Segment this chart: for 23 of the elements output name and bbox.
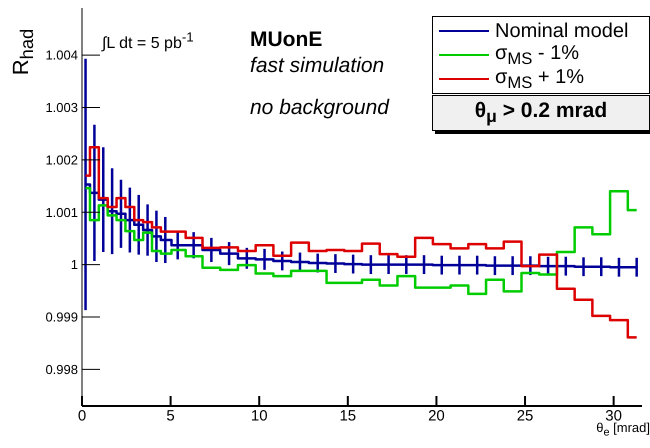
y-tick-label: 1.002: [45, 152, 78, 168]
annotation: MUonE: [250, 28, 322, 51]
y-tick-label: 1.004: [45, 48, 78, 63]
y-tick-label: 0.999: [45, 310, 78, 325]
y-tick-label: 0.998: [45, 362, 78, 377]
y-tick-label: 1.003: [45, 100, 78, 116]
annotation: fast simulation: [250, 54, 384, 77]
y-tick-label: 1: [70, 257, 78, 272]
legend-label: Nominal model: [495, 20, 628, 42]
legend-label: σ$_{MS}$ + 1%: [495, 66, 584, 92]
x-tick-label: 0: [78, 408, 86, 425]
x-tick-label: 10: [250, 408, 268, 425]
annotation: ∫L dt = 5 pb$^{-1}$: [102, 30, 194, 52]
annotation: θ$_{μ}$ > 0.2 mrad: [474, 98, 608, 128]
x-tick-label: 20: [428, 408, 445, 425]
x-tick-label: 15: [339, 408, 356, 425]
caption-box: θ$_{μ}$ > 0.2 mrad: [432, 95, 650, 131]
x-tick-label: 5: [166, 408, 175, 425]
x-tick-label: 25: [516, 408, 534, 425]
annotation: no background: [250, 96, 389, 119]
legend-label: σ$_{MS}$ - 1%: [495, 42, 580, 68]
y-tick-label: 1.001: [45, 204, 78, 220]
x-axis-title: θ$_{e}$ [mrad]: [596, 420, 650, 439]
